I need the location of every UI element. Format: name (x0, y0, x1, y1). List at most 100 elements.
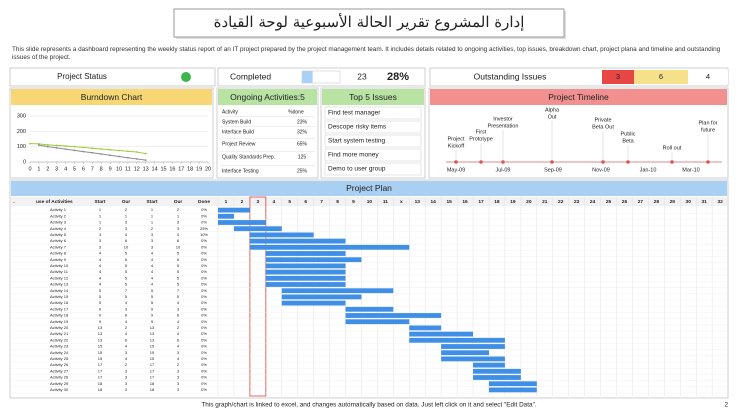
label: Activity 12 (50, 275, 69, 280)
label: 5 (125, 275, 128, 280)
burndown-point (46, 143, 49, 146)
burndown-point (118, 155, 120, 158)
label: 10 (124, 244, 129, 249)
gantt-bar (488, 381, 537, 387)
milestone-dot (550, 160, 554, 164)
label: Jan-10 (640, 167, 657, 173)
label: 5 (151, 288, 154, 293)
label: 4 (151, 263, 154, 268)
label: 5 (177, 294, 180, 299)
label: 22 (558, 199, 564, 205)
label: Activity 26 (50, 362, 69, 367)
label: Project Plan (346, 183, 392, 193)
label: 15 (160, 166, 166, 172)
label: 2 (151, 226, 154, 231)
label: 5 (125, 294, 128, 299)
label: Activity 27 (50, 368, 69, 373)
label: 6 (304, 199, 307, 205)
burndown-point (109, 148, 111, 151)
label: 5 (151, 294, 154, 299)
label: 5 (99, 300, 102, 305)
label: Top 5 Issues (349, 92, 397, 102)
label: 4 (99, 257, 102, 262)
label: 3 (177, 306, 180, 311)
panel-header (11, 89, 212, 105)
label: Activity 1 (50, 207, 67, 212)
description: This slide represents a dashboard repres… (12, 46, 721, 61)
label: Jul-09 (496, 167, 511, 173)
label: 6 (125, 337, 128, 342)
label: Activity 17 (50, 306, 69, 311)
label: 0% (201, 288, 207, 293)
label: 9 (151, 306, 154, 311)
burndown-point (73, 145, 76, 148)
label: 8 (336, 199, 339, 205)
gantt-bar (218, 213, 234, 219)
label: 1 (151, 213, 154, 218)
label: 5 (73, 166, 76, 172)
label: 4 (64, 166, 67, 172)
gantt-bar (249, 238, 346, 244)
label: Plan for (699, 120, 718, 126)
label: 9 (352, 199, 355, 205)
milestone-dot (601, 160, 605, 164)
label: 5 (177, 282, 180, 287)
label: Nov-09 (592, 167, 610, 173)
label: 3 (177, 220, 180, 225)
label: 10 (116, 166, 122, 172)
burndown-point (118, 149, 120, 152)
burndown-point (82, 150, 85, 153)
label: 5 (177, 275, 180, 280)
label: 4 (177, 344, 180, 349)
label: 9 (99, 306, 102, 311)
label: 7 (320, 199, 323, 205)
label: 32% (297, 129, 308, 135)
gantt-bar (281, 294, 362, 300)
label: Activity 4 (50, 226, 67, 231)
gantt-bar (281, 288, 394, 294)
label: 4 (177, 300, 180, 305)
label: 4 (125, 356, 128, 361)
label: 3 (125, 375, 128, 380)
label: 13 (150, 325, 155, 330)
label: 4 (177, 331, 180, 336)
label: 13 (98, 331, 103, 336)
gantt-bar (265, 269, 346, 275)
burndown-point (100, 153, 103, 155)
label: 17 (150, 368, 155, 373)
label: 16 (169, 166, 175, 172)
burndown-point (135, 158, 138, 160)
label: First (476, 129, 487, 135)
label: 2 (125, 325, 128, 330)
gantt-bar (488, 387, 537, 393)
label: 2 (99, 226, 102, 231)
label: 2 (177, 325, 180, 330)
label: 18 (98, 387, 103, 392)
label: %done (288, 109, 304, 115)
label: 9 (109, 166, 112, 172)
label: Activity 15 (50, 294, 69, 299)
gantt-bar (473, 362, 505, 368)
label: 0 (23, 159, 26, 165)
label: 0% (201, 344, 207, 349)
label: May-09 (447, 167, 465, 173)
gantt-bar (409, 331, 474, 337)
label: 15 (98, 350, 103, 355)
label: 17 (478, 199, 484, 205)
label: 15 (150, 350, 155, 355)
label: 25% (200, 226, 208, 231)
label: 9 (151, 319, 154, 324)
issue-row (324, 162, 422, 176)
label: 4 (272, 199, 275, 205)
label: Completed (230, 71, 271, 81)
gantt-bar (441, 344, 505, 349)
label: 29 (670, 199, 676, 205)
label: Done (198, 199, 210, 205)
label: Out (548, 114, 557, 120)
label: 18 (150, 381, 155, 386)
label: 19 (196, 166, 202, 172)
label: 7 (177, 288, 180, 293)
label: 17 (150, 362, 155, 367)
label: 4 (99, 275, 102, 280)
